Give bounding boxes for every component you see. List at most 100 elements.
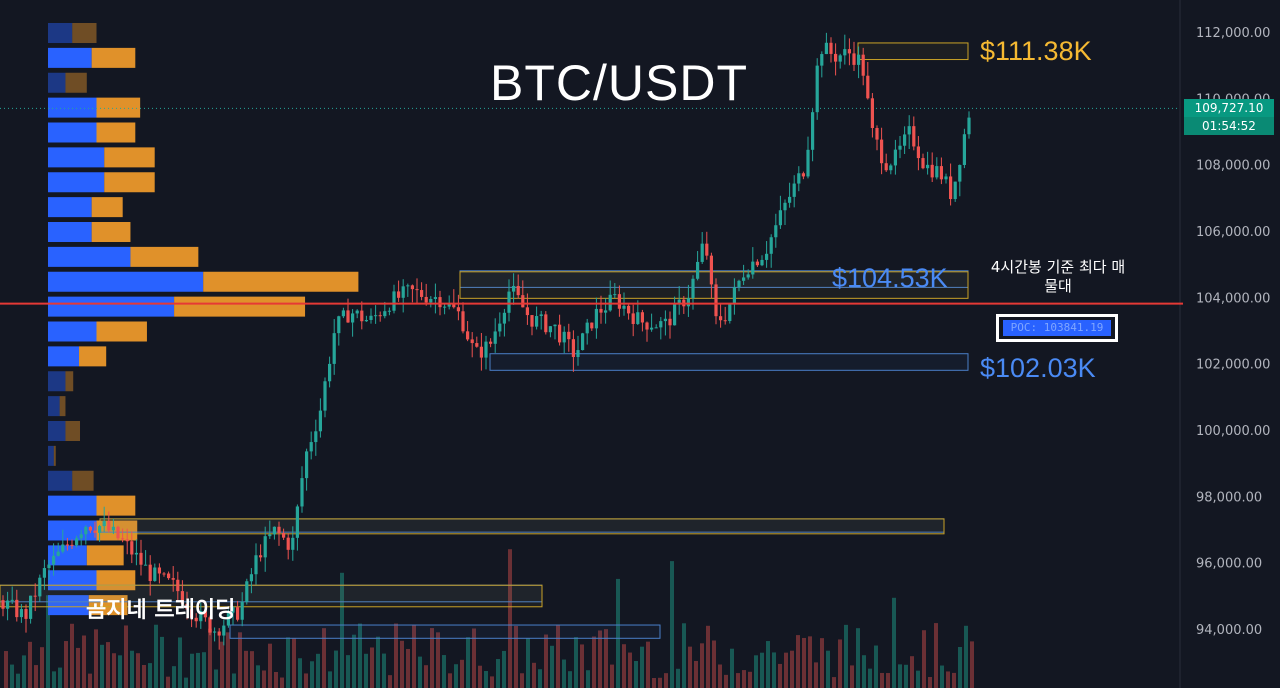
volume-bar	[850, 665, 854, 688]
candle-body	[732, 287, 736, 305]
volume-bar	[928, 677, 932, 688]
volume-bar	[604, 629, 608, 688]
candle-body	[162, 573, 166, 575]
volume-bar	[964, 625, 968, 688]
volume-bar	[100, 644, 104, 688]
candle-body	[52, 555, 56, 565]
volume-bar	[640, 646, 644, 688]
volume-bar	[358, 623, 362, 688]
candle-body	[581, 333, 585, 351]
volume-bar	[454, 664, 458, 688]
candle-body	[254, 555, 258, 575]
volume-bar	[730, 648, 734, 688]
volume-bar	[502, 650, 506, 688]
candle-body	[249, 574, 253, 582]
candle-body	[6, 600, 10, 609]
candle-body	[861, 54, 865, 76]
volume-bar	[472, 628, 476, 688]
candle-body	[723, 320, 727, 322]
candle-body	[847, 49, 851, 54]
current-price-tag[interactable]: 109,727.10	[1184, 99, 1274, 117]
volume-bar	[754, 655, 758, 688]
candle-body	[194, 617, 198, 622]
volume-bar	[784, 652, 788, 688]
volume-bar	[82, 635, 86, 688]
profile-sell-bar	[65, 371, 74, 392]
candle-body	[516, 285, 520, 296]
volume-bar	[904, 664, 908, 688]
candle-body	[203, 611, 207, 618]
candle-body	[650, 327, 654, 330]
candle-body	[709, 255, 713, 285]
candle-body	[387, 310, 391, 312]
candle-body	[935, 166, 939, 178]
mid-level-label: $104.53K	[832, 263, 948, 293]
candle-body	[479, 346, 483, 358]
candle-body	[291, 537, 295, 550]
volume-bar	[388, 675, 392, 688]
candle-body	[553, 324, 557, 327]
volume-bar	[538, 669, 542, 688]
candle-body	[199, 611, 203, 622]
candle-body	[420, 290, 424, 297]
candle-body	[875, 127, 879, 140]
volume-bar	[724, 674, 728, 688]
profile-buy-bar	[48, 197, 92, 218]
volume-bar	[700, 643, 704, 688]
volume-bar	[154, 624, 158, 688]
volume-bar	[406, 648, 410, 688]
volume-bar	[58, 667, 62, 688]
profile-sell-bar	[91, 222, 131, 242]
price-zone	[489, 353, 969, 371]
candle-body	[525, 307, 529, 316]
volume-bar	[76, 647, 80, 688]
profile-buy-bar	[48, 23, 73, 43]
volume-bar	[118, 655, 122, 688]
watermark-text: 곰지네 트레이딩	[86, 598, 236, 623]
volume-bar	[412, 625, 416, 688]
candle-body	[222, 625, 226, 636]
volume-bar	[634, 661, 638, 688]
candle-body	[424, 296, 428, 303]
candle-body	[332, 333, 336, 364]
poc-label: POC: 103841.19	[1003, 320, 1111, 336]
candle-body	[535, 316, 539, 327]
candle-body	[930, 164, 934, 178]
volume-bar	[736, 673, 740, 688]
candle-body	[627, 305, 631, 314]
candle-body	[502, 312, 506, 324]
candle-body	[148, 564, 152, 581]
candle-body	[65, 544, 69, 546]
volume-bar	[334, 650, 338, 688]
candle-body	[176, 579, 180, 592]
volume-bar	[256, 665, 260, 688]
candle-body	[530, 315, 534, 327]
volume-bar	[448, 673, 452, 688]
candle-body	[259, 555, 263, 558]
candle-body	[613, 294, 617, 296]
candle-body	[484, 341, 488, 358]
volume-bar	[670, 561, 674, 688]
profile-buy-bar	[48, 371, 66, 392]
candle-body	[42, 568, 46, 578]
volume-bar	[112, 653, 116, 688]
candle-body	[521, 295, 525, 308]
volume-bar	[616, 578, 620, 688]
profile-sell-bar	[79, 346, 107, 367]
candle-body	[668, 318, 672, 326]
candle-body	[277, 526, 281, 533]
profile-buy-bar	[48, 346, 80, 367]
candle-body	[410, 285, 414, 290]
candle-body	[654, 327, 658, 329]
y-tick-label: 112,000.00	[1196, 26, 1270, 41]
profile-buy-bar	[48, 97, 97, 118]
volume-bar	[70, 623, 74, 688]
candle-body	[309, 442, 313, 452]
candle-body	[590, 322, 594, 329]
candle-body	[475, 343, 479, 347]
volume-bar	[772, 652, 776, 688]
price-zone	[459, 271, 969, 299]
candle-body	[268, 534, 272, 537]
candle-body	[102, 520, 106, 527]
